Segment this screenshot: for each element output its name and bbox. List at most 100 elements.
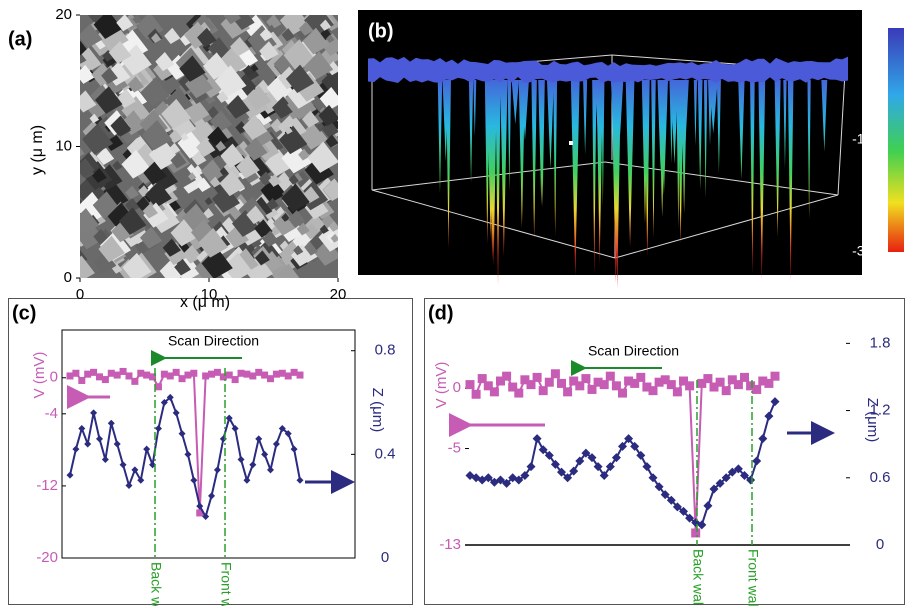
- z-marker: [599, 471, 609, 481]
- colorbar: [888, 28, 904, 252]
- afm-grain: [98, 235, 125, 263]
- v-marker: [137, 369, 145, 377]
- v-marker: [172, 368, 180, 376]
- panel-label: (b): [368, 20, 394, 42]
- z-marker: [727, 467, 737, 477]
- spike: [592, 80, 597, 276]
- z-marker: [213, 466, 221, 474]
- z-marker: [237, 456, 245, 464]
- afm-grain: [209, 110, 233, 133]
- v-marker: [84, 370, 92, 378]
- v-marker: [160, 370, 168, 378]
- afm-grain: [242, 114, 268, 140]
- v-marker: [526, 380, 536, 390]
- afm-grain: [272, 96, 295, 119]
- afm-grain: [226, 94, 250, 119]
- z-marker: [219, 435, 227, 443]
- afm-grain: [148, 139, 180, 170]
- spike: [473, 80, 477, 137]
- z-marker: [296, 476, 304, 484]
- v-marker: [746, 381, 756, 391]
- afm-grain: [80, 23, 103, 49]
- y-tick-label: -13: [439, 536, 461, 553]
- afm-grain: [80, 157, 95, 178]
- v-marker: [514, 388, 524, 398]
- z-marker: [715, 478, 725, 488]
- z-marker: [225, 414, 233, 422]
- v-marker: [654, 377, 664, 387]
- afm-grain: [174, 258, 191, 276]
- afm-grain: [203, 208, 214, 219]
- z-marker: [733, 464, 743, 474]
- afm-grain: [277, 263, 300, 278]
- v-marker: [660, 375, 670, 385]
- afm-grain: [288, 174, 300, 185]
- v-marker: [752, 384, 762, 394]
- afm-grain: [80, 147, 85, 157]
- v-marker: [764, 378, 774, 388]
- afm-grain: [272, 211, 298, 236]
- y-tick-label: 0: [50, 369, 58, 386]
- v-marker: [284, 372, 292, 380]
- afm-grain: [281, 28, 295, 42]
- z-marker: [131, 466, 139, 474]
- afm-grain: [155, 51, 175, 72]
- afm-grain: [80, 64, 95, 84]
- annotation: Scan Direction: [168, 333, 259, 349]
- afm-grain: [319, 224, 329, 234]
- v-marker: [672, 387, 682, 397]
- afm-grain: [243, 167, 260, 184]
- v-marker: [465, 380, 475, 390]
- afm-grain: [235, 121, 248, 134]
- panel-label: (d): [428, 302, 454, 324]
- y-axis-label: y (μ m): [29, 125, 46, 175]
- afm-grain: [307, 141, 338, 173]
- afm-grain: [162, 238, 181, 257]
- z-marker: [78, 424, 86, 432]
- afm-grain: [231, 209, 259, 237]
- afm-grain: [182, 244, 202, 264]
- afm-grain: [112, 160, 123, 171]
- z-marker: [758, 434, 768, 444]
- v-marker: [208, 370, 216, 378]
- afm-grain: [265, 149, 293, 177]
- v-marker: [733, 380, 743, 390]
- colorbar-unit: mV: [863, 66, 885, 82]
- afm-grain: [220, 143, 245, 169]
- v-marker: [715, 377, 725, 387]
- afm-grain: [120, 44, 152, 76]
- v-marker: [557, 378, 566, 388]
- z-marker: [587, 453, 597, 463]
- afm-grain: [188, 172, 197, 181]
- afm-grain: [326, 34, 335, 43]
- afm-grain: [328, 220, 338, 232]
- spike: [500, 80, 508, 257]
- spike: [787, 80, 794, 281]
- v-marker: [758, 376, 768, 386]
- v-marker: [101, 376, 109, 384]
- v-marker: [90, 368, 98, 376]
- v-marker: [727, 375, 737, 385]
- afm-grain: [108, 41, 132, 64]
- v-marker: [618, 388, 627, 398]
- afm-grain: [255, 250, 270, 266]
- z-marker: [172, 409, 180, 417]
- afm-grain: [209, 176, 221, 188]
- v-marker: [605, 371, 615, 381]
- afm-grain: [143, 160, 168, 185]
- v-marker: [599, 380, 609, 390]
- z-marker: [483, 473, 493, 483]
- afm-grain: [207, 126, 229, 148]
- afm-grain: [80, 54, 87, 64]
- afm-grain: [94, 86, 123, 114]
- afm-grain: [80, 255, 95, 278]
- afm-grain: [219, 167, 229, 176]
- afm-grain: [121, 149, 151, 179]
- z-marker: [90, 409, 98, 417]
- afm-grain: [293, 245, 304, 256]
- series-line: [469, 401, 776, 527]
- spike: [750, 80, 755, 275]
- v-marker: [679, 376, 688, 386]
- v-marker: [587, 384, 597, 394]
- afm-grain: [305, 51, 334, 80]
